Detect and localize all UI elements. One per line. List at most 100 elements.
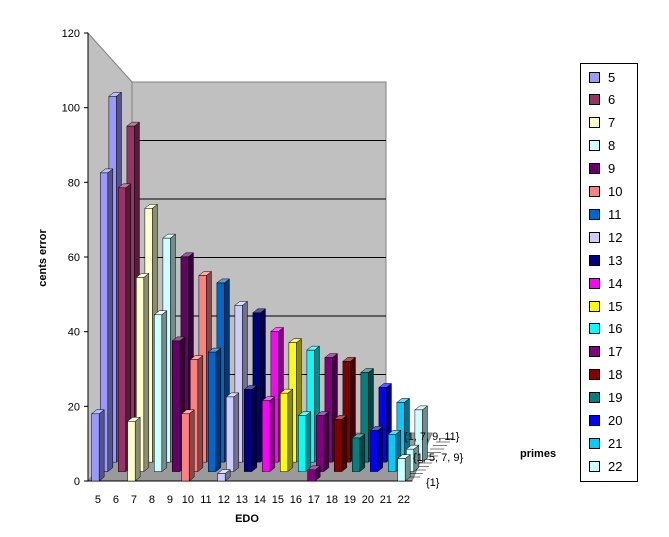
legend-item: 10	[589, 184, 622, 200]
legend-label: 19	[608, 390, 623, 406]
legend-item: 14	[589, 275, 622, 291]
x-tick-label: 13	[236, 494, 248, 506]
y-axis-title: cents error	[37, 229, 49, 287]
legend-swatch	[589, 231, 600, 243]
x-axis-title: EDO	[235, 513, 259, 525]
legend-label: 11	[608, 206, 622, 222]
legend-item: 11	[589, 206, 622, 222]
bar-front	[261, 400, 271, 472]
legend-item: 16	[589, 321, 622, 337]
legend-swatch	[589, 460, 600, 472]
x-tick-label: 20	[362, 494, 374, 506]
bar-side	[377, 425, 384, 473]
legend-label: 6	[608, 92, 616, 108]
legend-label: 15	[608, 298, 623, 314]
bar-front	[397, 458, 406, 482]
bar	[225, 392, 240, 473]
x-tick-label: 8	[149, 494, 155, 506]
x-tick-label: 17	[308, 494, 320, 506]
y-tick-labels: 0 20 40 60 80 100 120	[62, 28, 88, 488]
legend-swatch	[589, 71, 600, 83]
legend-label: 14	[608, 275, 623, 291]
bar	[243, 384, 258, 473]
legend-swatch	[589, 346, 600, 358]
bar-front	[117, 187, 127, 472]
depth-tick-labels: {1} {1, 5, 7, 9} {1, 7, 9, 11}	[404, 431, 463, 489]
legend-item: 15	[589, 298, 622, 314]
bar-front	[351, 437, 361, 472]
legend-item: 12	[589, 229, 622, 245]
legend-swatch	[589, 163, 600, 175]
bar-front	[225, 396, 235, 472]
bar-front	[315, 415, 325, 472]
legend-label: 10	[608, 184, 623, 199]
x-tick-label: 5	[95, 494, 101, 506]
y-tick-label: 100	[62, 103, 80, 115]
bar	[297, 411, 312, 473]
bar-side	[215, 347, 222, 473]
x-tick-label: 14	[254, 494, 266, 506]
bar-front	[307, 469, 316, 482]
bar	[306, 465, 321, 482]
legend-label: 5	[608, 69, 616, 85]
depth-tick-label: {1, 7, 9, 11}	[404, 431, 460, 443]
bar-front	[127, 421, 136, 482]
bar-front	[217, 473, 226, 482]
legend-label: 12	[608, 229, 623, 245]
legend-swatch	[589, 277, 600, 289]
bar	[396, 454, 411, 482]
legend-item: 8	[589, 138, 615, 154]
legend-swatch	[589, 254, 600, 266]
bar-side	[197, 355, 204, 473]
bar-front	[333, 419, 343, 472]
bar-front	[387, 433, 397, 472]
x-tick-label: 21	[380, 494, 392, 506]
legend-item: 20	[589, 413, 622, 429]
legend-label: 8	[608, 138, 616, 154]
depth-tick-label: {1, 5, 7, 9}	[413, 452, 463, 464]
y-tick-label: 60	[68, 252, 80, 264]
x-tick-label: 18	[326, 494, 338, 506]
bar	[351, 433, 366, 473]
bar-front	[181, 413, 190, 482]
bar-side	[251, 384, 258, 473]
bar	[180, 409, 195, 482]
x-tick-label: 12	[218, 494, 230, 506]
bar-front	[207, 351, 217, 472]
legend-item: 17	[589, 344, 622, 360]
y-tick-label: 20	[68, 401, 80, 413]
bar-front	[369, 430, 379, 472]
bar-front	[297, 415, 307, 472]
legend-item: 6	[589, 92, 615, 108]
legend-label: 7	[608, 115, 616, 131]
bar	[153, 310, 168, 473]
legend-swatch	[589, 392, 600, 404]
bar-side	[359, 433, 366, 473]
bar	[369, 425, 384, 473]
bar	[90, 409, 105, 482]
bar-front	[279, 392, 289, 472]
x-tick-label: 16	[290, 494, 302, 506]
legend-label: 9	[608, 161, 616, 177]
bar	[207, 347, 222, 473]
legend-item: 21	[589, 435, 622, 451]
legend-label: 21	[608, 435, 623, 451]
legend-swatch	[589, 437, 600, 449]
bar	[333, 414, 348, 473]
bar	[279, 388, 294, 473]
depth-axis-title: primes	[520, 448, 556, 460]
legend-label: 17	[608, 344, 623, 360]
legend-label: 13	[608, 252, 623, 268]
bar-side	[233, 392, 240, 473]
x-tick-label: 10	[182, 494, 194, 506]
x-tick-label: 7	[131, 494, 137, 506]
bar	[126, 416, 141, 482]
legend-swatch	[589, 186, 600, 197]
legend-swatch	[589, 300, 600, 312]
legend-label: 20	[608, 413, 623, 428]
bar-side	[305, 411, 312, 473]
legend-swatch	[589, 140, 600, 152]
bar-side	[134, 416, 141, 482]
x-tick-label: 22	[398, 494, 410, 506]
legend-swatch	[589, 94, 600, 106]
